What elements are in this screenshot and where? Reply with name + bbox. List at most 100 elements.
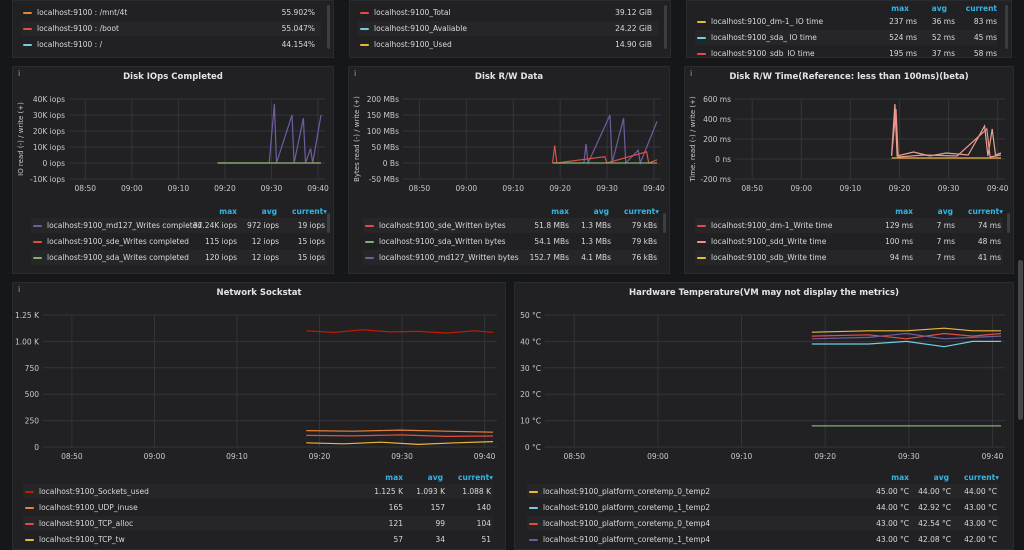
series-name[interactable]: localhost:9100 : /mnt/4t [37, 8, 128, 17]
legend-scrollbar[interactable] [1007, 213, 1010, 233]
series-name[interactable]: localhost:9100_md127_Written bytes [379, 253, 519, 262]
series-current: 76 kBs [631, 253, 657, 262]
series-name[interactable]: localhost:9100_sdb_Write time [711, 253, 827, 262]
legend-row[interactable]: localhost:9100_platform_coretemp_0_temp4… [527, 516, 999, 531]
y-tick-label: 150 MBs [367, 111, 399, 120]
legend-row[interactable]: localhost:9100_Total 39.12 GiB [358, 5, 658, 20]
series-color-swatch [697, 37, 706, 39]
panel-title[interactable]: Disk IOps Completed [123, 72, 223, 82]
legend-row[interactable]: localhost:9100_sda_ IO time 524 ms 52 ms 45… [695, 30, 997, 45]
series-name[interactable]: localhost:9100_platform_coretemp_1_temp2 [543, 503, 711, 512]
series-name[interactable]: localhost:9100_sda_ IO time [711, 33, 817, 42]
legend-row[interactable]: localhost:9100_sde_Written bytes 51.8 MBs… [363, 218, 659, 233]
series-name[interactable]: localhost:9100_platform_coretemp_0_temp2 [543, 487, 711, 496]
series-name[interactable]: localhost:9100_Avaliable [374, 24, 467, 33]
legend-avg-header[interactable]: avg [933, 473, 949, 482]
legend-row[interactable]: localhost:9100_platform_coretemp_1_temp4… [527, 532, 999, 547]
legend-scrollbar[interactable] [1005, 5, 1008, 49]
legend-row[interactable]: localhost:9100_platform_coretemp_1_temp2… [527, 500, 999, 515]
series-name[interactable]: localhost:9100_dm-1_ IO time [711, 17, 824, 26]
series-name[interactable]: localhost:9100 : / [37, 40, 103, 49]
legend-row[interactable]: localhost:9100 : / 44.154% [21, 37, 321, 52]
legend-row[interactable]: localhost:9100_UDP_inuse 165 157 140 [23, 500, 493, 515]
panel-title[interactable]: Network Sockstat [216, 288, 302, 298]
legend-row[interactable]: localhost:9100_sdd_Write time 100 ms 7 ms 4… [695, 234, 1003, 249]
legend-row[interactable]: localhost:9100_Avaliable 24.22 GiB [358, 21, 658, 36]
legend-row[interactable]: localhost:9100_platform_coretemp_0_temp2… [527, 484, 999, 499]
x-tick-label: 09:30 [596, 184, 618, 193]
legend-scrollbar[interactable] [664, 5, 667, 49]
series-name[interactable]: localhost:9100 : /boot [37, 24, 119, 33]
legend-row[interactable]: localhost:9100_sde_Writes completed 115 i… [31, 234, 327, 249]
legend-row[interactable]: localhost:9100_sda_Written bytes 54.1 MBs… [363, 234, 659, 249]
legend-row[interactable]: localhost:9100_TCP_tw 57 34 51 [23, 532, 493, 547]
legend-current-header[interactable]: current▾ [292, 207, 327, 216]
legend-max-header[interactable]: max [891, 473, 909, 482]
series-name[interactable]: localhost:9100_Total [374, 8, 451, 17]
series-name[interactable]: localhost:9100_sde_Writes completed [47, 237, 189, 246]
info-icon[interactable]: i [690, 69, 693, 78]
x-tick-label: 08:50 [741, 184, 763, 193]
series-name[interactable]: localhost:9100_dm-1_Write time [711, 221, 833, 230]
series-name[interactable]: localhost:9100_UDP_inuse [39, 503, 138, 512]
legend-current-header[interactable]: current▾ [964, 473, 999, 482]
y-tick-label: 20K iops [33, 127, 65, 136]
series-name[interactable]: localhost:9100_sdd_Write time [711, 237, 827, 246]
info-icon[interactable]: i [354, 69, 357, 78]
info-icon[interactable]: i [18, 285, 21, 294]
disk-iops-panel: i Disk IOps Completed 40K iops 30K iops 20… [12, 66, 334, 274]
legend-row[interactable]: localhost:9100_md127_Written bytes 152.7 … [363, 250, 659, 265]
series-name[interactable]: localhost:9100_TCP_tw [39, 535, 125, 544]
legend-row[interactable]: localhost:9100_sda_Writes completed 120 i… [31, 250, 327, 265]
series-name[interactable]: localhost:9100_sda_Writes completed [47, 253, 189, 262]
legend-row[interactable]: localhost:9100_TCP_alloc 121 99 104 [23, 516, 493, 531]
panel-title[interactable]: Disk R/W Time(Reference: less than 100ms… [729, 72, 969, 82]
series-name[interactable]: localhost:9100_TCP_alloc [39, 519, 134, 528]
series-name[interactable]: localhost:9100_md127_Writes completed [47, 221, 203, 230]
disk-rw-time-panel: i Disk R/W Time(Reference: less than 100… [684, 66, 1014, 274]
legend-current-header[interactable]: current▾ [624, 207, 659, 216]
legend-current-header[interactable]: current [965, 4, 997, 13]
legend-avg-header[interactable]: avg [931, 4, 947, 13]
legend-scrollbar[interactable] [327, 213, 330, 233]
series-current: 41 ms [977, 253, 1001, 262]
legend-row[interactable]: localhost:9100_sdb_IO time 195 ms 37 ms 58 … [695, 46, 997, 58]
legend-row[interactable]: localhost:9100_dm-1_Write time 129 ms 7 ms… [695, 218, 1003, 233]
legend-row[interactable]: localhost:9100_dm-1_ IO time 237 ms 36 ms 8… [695, 14, 997, 29]
series-name[interactable]: localhost:9100_Sockets_used [39, 487, 149, 496]
series-current: 140 [476, 503, 491, 512]
legend-max-header[interactable]: max [895, 207, 913, 216]
legend-avg-header[interactable]: avg [937, 207, 953, 216]
series-name[interactable]: localhost:9100_sdb_IO time [711, 49, 815, 58]
legend-current-header[interactable]: current▾ [968, 207, 1003, 216]
legend-current-header[interactable]: current▾ [458, 473, 493, 482]
legend-scrollbar[interactable] [327, 5, 330, 49]
legend-avg-header[interactable]: avg [261, 207, 277, 216]
series-name[interactable]: localhost:9100_platform_coretemp_0_temp4 [543, 519, 711, 528]
x-tick-label: 09:30 [898, 452, 920, 461]
series-name[interactable]: localhost:9100_platform_coretemp_1_temp4 [543, 535, 711, 544]
panel-title[interactable]: Hardware Temperature(VM may not display … [628, 288, 900, 298]
legend-avg-header[interactable]: avg [593, 207, 609, 216]
panel-title[interactable]: Disk R/W Data [474, 72, 544, 82]
legend-row[interactable]: localhost:9100 : /boot 55.047% [21, 21, 321, 36]
series-name[interactable]: localhost:9100_sde_Written bytes [379, 221, 506, 230]
series-current: 15 iops [297, 237, 325, 246]
series-name[interactable]: localhost:9100_sda_Written bytes [379, 237, 506, 246]
legend-row[interactable]: localhost:9100_Sockets_used 1.125 K 1.093 … [23, 484, 493, 499]
legend-row[interactable]: localhost:9100_sdb_Write time 94 ms 7 ms 41… [695, 250, 1003, 265]
legend-row[interactable]: localhost:9100_Used 14.90 GiB [358, 37, 658, 52]
legend-row[interactable]: localhost:9100_md127_Writes completed 37.… [31, 218, 327, 233]
series-name[interactable]: localhost:9100_Used [374, 40, 452, 49]
legend-max-header[interactable]: max [385, 473, 403, 482]
legend-max-header[interactable]: max [219, 207, 237, 216]
legend-scrollbar[interactable] [663, 213, 666, 233]
legend-avg-header[interactable]: avg [427, 473, 443, 482]
info-icon[interactable]: i [18, 69, 21, 78]
page-scrollbar[interactable] [1018, 260, 1023, 420]
legend-row[interactable]: localhost:9100 : /mnt/4t 55.902% [21, 5, 321, 20]
legend-max-header[interactable]: max [551, 207, 569, 216]
series-avg: 42.92 °C [918, 503, 951, 512]
series-current: 19 iops [297, 221, 325, 230]
legend-max-header[interactable]: max [891, 4, 909, 13]
